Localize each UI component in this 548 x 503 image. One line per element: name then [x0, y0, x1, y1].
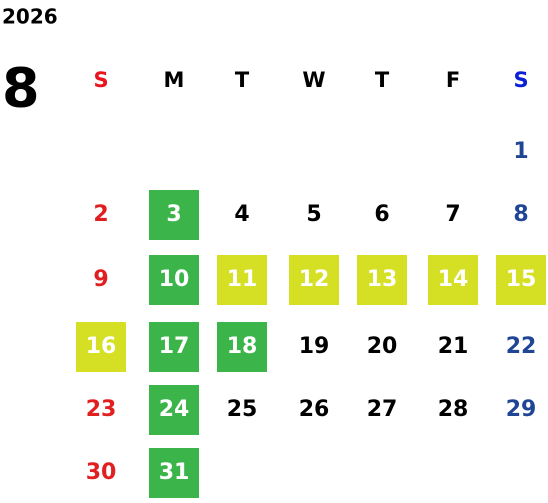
day: 30 [86, 460, 117, 485]
day: 9 [93, 267, 108, 292]
day: 3 [166, 202, 181, 227]
year: 2026 [2, 5, 58, 29]
day: 20 [367, 334, 398, 359]
highlight [149, 385, 199, 435]
day: 23 [86, 397, 117, 422]
day: 25 [227, 397, 258, 422]
highlight [289, 255, 339, 305]
day: 24 [159, 397, 190, 422]
day: 19 [299, 334, 330, 359]
highlight [217, 255, 267, 305]
weekday-label: T [375, 68, 390, 92]
day: 8 [513, 202, 528, 227]
day: 10 [159, 267, 190, 292]
weekday-label: S [513, 68, 528, 92]
weekday-label: W [302, 68, 325, 92]
day: 26 [299, 397, 330, 422]
day: 1 [513, 139, 528, 164]
day: 15 [506, 267, 537, 292]
highlight [149, 448, 199, 498]
month: 8 [2, 57, 40, 120]
day: 21 [438, 334, 469, 359]
day: 27 [367, 397, 398, 422]
weekday-label: S [93, 68, 108, 92]
highlight [76, 322, 126, 372]
weekday-label: T [235, 68, 250, 92]
highlight [149, 322, 199, 372]
day: 12 [299, 267, 330, 292]
day: 31 [159, 460, 190, 485]
day: 17 [159, 334, 190, 359]
day: 29 [506, 397, 537, 422]
day: 18 [227, 334, 258, 359]
day: 11 [227, 267, 258, 292]
weekday-label: M [164, 68, 185, 92]
day: 13 [367, 267, 398, 292]
highlight [496, 255, 546, 305]
highlight [357, 255, 407, 305]
day: 28 [438, 397, 469, 422]
day: 4 [234, 202, 249, 227]
day: 16 [86, 334, 117, 359]
day: 5 [306, 202, 321, 227]
highlight [149, 190, 199, 240]
day: 22 [506, 334, 537, 359]
highlight [217, 322, 267, 372]
day: 7 [445, 202, 460, 227]
highlight [149, 255, 199, 305]
day: 6 [374, 202, 389, 227]
weekday-label: F [446, 68, 460, 92]
day: 14 [438, 267, 469, 292]
highlight [428, 255, 478, 305]
day: 2 [93, 202, 108, 227]
